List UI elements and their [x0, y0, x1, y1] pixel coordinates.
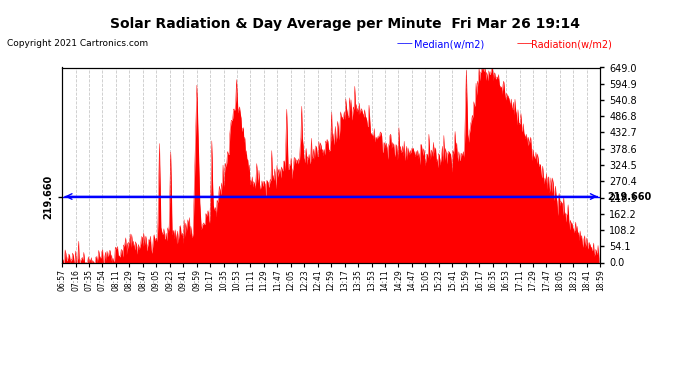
- Text: Solar Radiation & Day Average per Minute  Fri Mar 26 19:14: Solar Radiation & Day Average per Minute…: [110, 17, 580, 31]
- Text: ——: ——: [397, 39, 413, 48]
- Text: Copyright 2021 Cartronics.com: Copyright 2021 Cartronics.com: [7, 39, 148, 48]
- Text: ——: ——: [516, 39, 533, 48]
- Text: Median(w/m2): Median(w/m2): [414, 39, 484, 50]
- Text: 219.660: 219.660: [607, 192, 651, 201]
- Text: Radiation(w/m2): Radiation(w/m2): [531, 39, 612, 50]
